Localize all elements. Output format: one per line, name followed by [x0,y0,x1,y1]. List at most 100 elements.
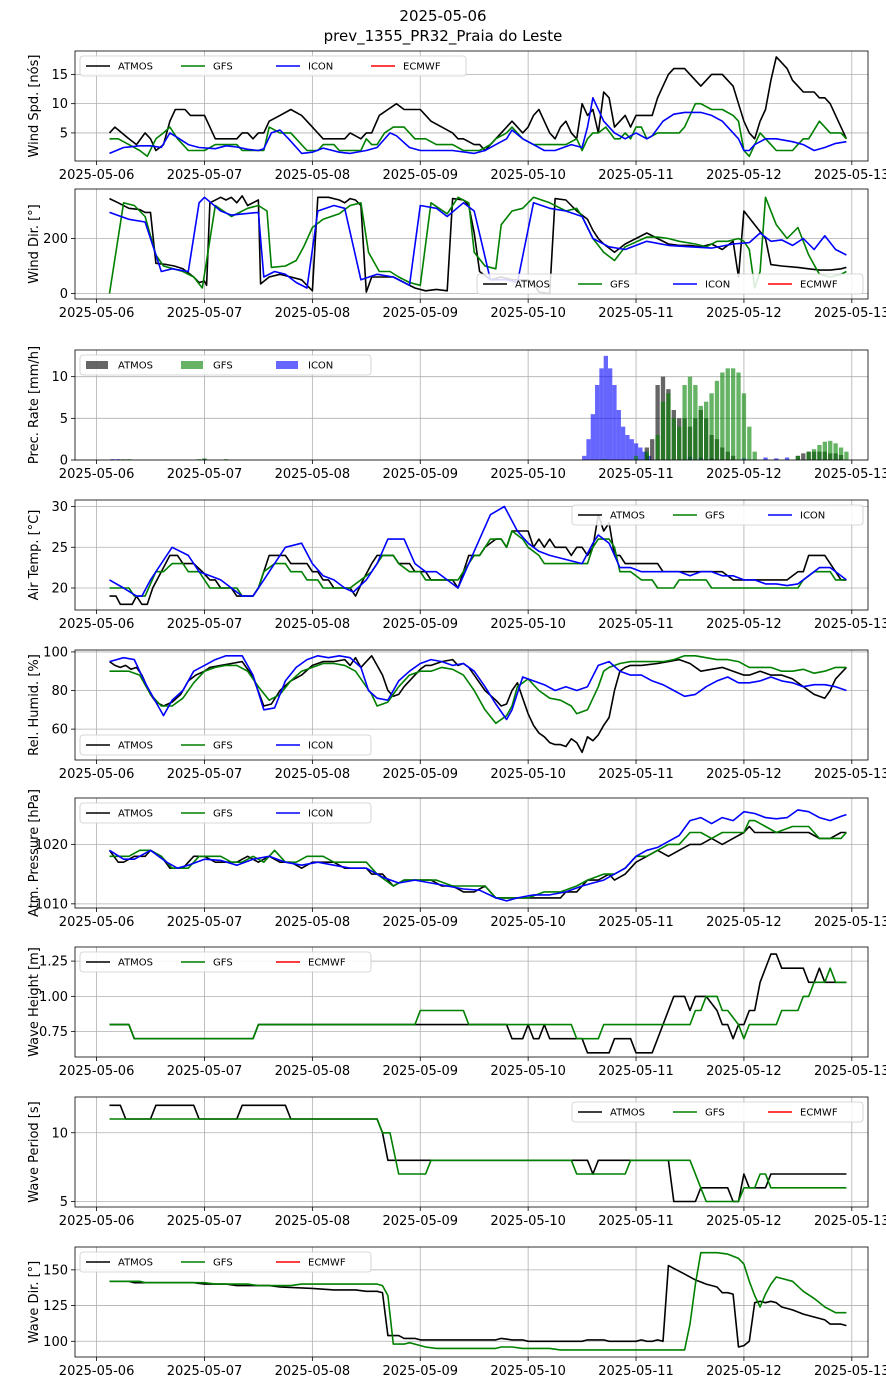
axes-frame [74,349,869,461]
x-tick-label: 2025-05-10 [490,467,566,482]
x-tick-label: 2025-05-11 [598,915,674,930]
x-tick-label: 2025-05-09 [382,168,458,183]
y-tick-label: 0 [60,287,68,302]
bar-gfs [202,458,207,460]
axes-frame [74,649,869,761]
panel-3: 2025-05-06 2025-05-07 2025-05-08 2025-05-09… [27,346,886,482]
axes-frame [74,797,869,909]
x-tick-label: 2025-05-07 [167,767,243,782]
y-tick-label: 0.75 [39,1025,68,1040]
x-tick-label: 2025-05-08 [275,1064,351,1079]
bar-gfs [682,385,687,460]
legend: ATMOS GFS ICON [571,504,864,526]
legend-label-atmos: ATMOS [118,361,153,372]
bar-icon [582,455,587,460]
y-tick-label: 10 [51,97,68,112]
x-tick-label: 2025-05-11 [598,168,674,183]
legend-label-ecmwf: ECMWF [403,62,441,73]
bar-gfs [666,393,671,460]
axes-frame [74,946,869,1058]
y-tick-label: 150 [43,1263,68,1278]
plot-area [109,505,847,606]
x-tick-label: 2025-05-07 [167,1064,243,1079]
bar-icon [616,410,621,460]
panel-7: 2025-05-06 2025-05-07 2025-05-08 2025-05-09… [27,946,886,1079]
x-tick-label: 2025-05-12 [706,1214,782,1229]
x-tick-label: 2025-05-12 [706,1064,782,1079]
x-tick-label: 2025-05-09 [382,915,458,930]
x-tick-label: 2025-05-10 [490,915,566,930]
panel-8: 2025-05-06 2025-05-07 2025-05-08 2025-05-09… [27,1096,886,1229]
bar-icon [607,368,613,460]
x-tick-label: 2025-05-10 [490,617,566,632]
x-tick-label: 2025-05-07 [167,617,243,632]
plot-area [110,355,849,460]
bar-gfs [126,459,132,460]
legend: ATMOS GFS ICON [79,734,372,756]
bar-gfs [828,440,833,460]
panel-2: 2025-05-06 2025-05-07 2025-05-08 2025-05-09… [27,188,886,321]
legend-box [79,802,372,824]
plot-area [109,1251,847,1351]
x-tick-label: 2025-05-13 [814,168,886,183]
bar-gfs [736,372,741,460]
bar-icon [629,439,634,460]
x-tick-label: 2025-05-08 [275,915,351,930]
series-line-icon [109,809,847,902]
bar-gfs [677,426,682,460]
bar-gfs [822,441,828,460]
bar-icon [774,458,779,460]
x-tick-label: 2025-05-10 [490,306,566,321]
y-tick-label: 10 [51,370,68,385]
series-line-atmos [109,513,847,606]
legend-box [79,55,467,77]
x-tick-label: 2025-05-08 [275,306,351,321]
legend-label-atmos: ATMOS [118,62,153,73]
y-tick-label: 1.25 [39,955,68,970]
bar-gfs [806,451,811,460]
y-tick-label: 60 [51,723,68,738]
x-tick-label: 2025-05-07 [167,1364,243,1379]
x-tick-label: 2025-05-12 [706,767,782,782]
bar-gfs [121,459,126,460]
y-tick-label: 15 [51,68,68,83]
series-line-icon [109,196,847,289]
series-line-atmos [109,655,847,754]
x-tick-label: 2025-05-07 [167,915,243,930]
legend-label-gfs: GFS [213,1258,233,1269]
bar-icon [603,355,608,460]
x-tick-label: 2025-05-08 [275,467,351,482]
plot-area [108,195,847,295]
bar-gfs [687,376,693,460]
legend-label-atmos: ATMOS [610,1108,645,1119]
x-tick-label: 2025-05-06 [59,767,135,782]
bar-gfs [223,459,229,460]
legend-label-gfs: GFS [705,1108,725,1119]
legend-label-atmos: ATMOS [610,511,645,522]
y-tick-label: 80 [51,684,68,699]
series-line-gfs [108,196,847,294]
panel-6: 2025-05-06 2025-05-07 2025-05-08 2025-05-09… [27,789,886,930]
legend: ATMOS GFS ICON ECMWF [476,273,864,295]
x-tick-label: 2025-05-11 [598,1064,674,1079]
bar-gfs [795,455,801,460]
y-axis-label: Wind Dir. [°] [27,204,42,284]
figure-title: 2025-05-06 prev_1355_PR32_Praia do Leste [0,6,886,46]
legend: ATMOS GFS ICON ECMWF [79,55,467,77]
y-tick-label: 1010 [35,897,68,912]
legend-box [571,1101,864,1123]
series-line-gfs [109,655,847,725]
y-axis-label: Atm. Pressure [hPa] [27,789,42,917]
plot-area [109,953,847,1054]
legend-label-ecmwf: ECMWF [308,958,346,969]
legend-label-gfs: GFS [213,361,233,372]
x-tick-label: 2025-05-11 [598,306,674,321]
legend-box [571,504,864,526]
axes-frame [74,1096,869,1208]
x-tick-label: 2025-05-06 [59,915,135,930]
bar-icon [586,439,591,460]
series-line-atmos [109,1264,847,1348]
bar-gfs [714,380,720,460]
x-tick-label: 2025-05-13 [814,767,886,782]
